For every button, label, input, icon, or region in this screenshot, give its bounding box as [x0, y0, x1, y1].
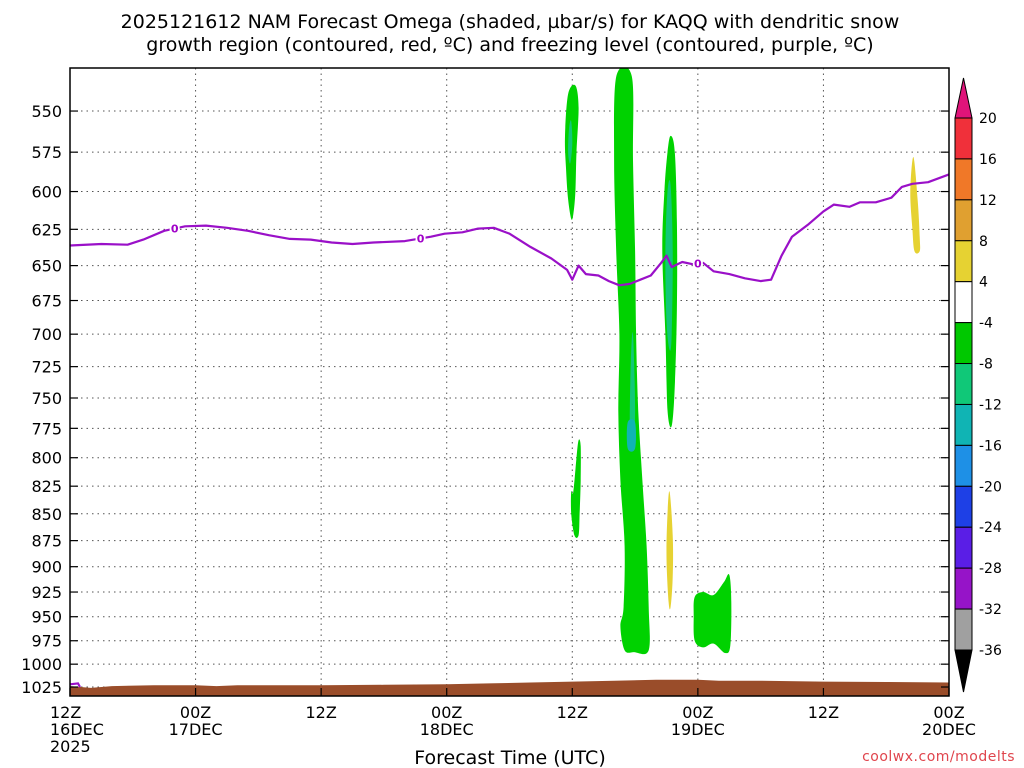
- colorbar-label-13: -32: [979, 602, 1002, 618]
- colorbar-box-8: [954, 403, 973, 446]
- colorbar-label-5: 4: [979, 275, 988, 291]
- x-tick-label-84-line2: 20DEC: [922, 720, 976, 739]
- omega-region-9: [693, 574, 732, 654]
- colorbar-box-4: [954, 240, 973, 283]
- x-tick-label-60-line2: 19DEC: [671, 720, 725, 739]
- colorbar-label-9: -16: [979, 438, 1002, 454]
- colorbar-label-1: 20: [979, 111, 997, 127]
- colorbar-box-2: [954, 158, 973, 201]
- y-tick-label-625: 625: [31, 220, 62, 239]
- y-tick-label-750: 750: [31, 389, 62, 408]
- y-tick-label-800: 800: [31, 449, 62, 468]
- y-tick-label-900: 900: [31, 558, 62, 577]
- freezing-level-label-bg-2: [415, 231, 426, 246]
- y-tick-label-600: 600: [31, 183, 62, 202]
- x-tick-label-60-line1: 00Z: [682, 703, 713, 722]
- freezing-level-label-2: 0: [417, 232, 425, 245]
- chart-title-line1: 2025121612 NAM Forecast Omega (shaded, µ…: [121, 11, 900, 33]
- omega-shading: [564, 68, 921, 655]
- y-tick-label-675: 675: [31, 292, 62, 311]
- colorbar-top-arrow: [954, 77, 973, 119]
- freezing-level-label-bg-3: [692, 256, 703, 271]
- y-tick-label-950: 950: [31, 608, 62, 627]
- y-tick-label-1025: 1025: [21, 678, 62, 697]
- freezing-level-label-1: 0: [171, 223, 179, 236]
- colorbar-label-12: -28: [979, 561, 1002, 577]
- colorbar-box-7: [954, 363, 973, 405]
- omega-region-7: [665, 180, 673, 351]
- colorbar-label-3: 12: [979, 193, 997, 209]
- y-tick-label-575: 575: [31, 143, 62, 162]
- x-tick-label-0-line2: 16DEC: [50, 720, 104, 739]
- x-tick-label-48-line1: 12Z: [557, 703, 588, 722]
- terrain-fill: [70, 679, 949, 696]
- colorbar-box-9: [954, 444, 973, 487]
- y-axis-ticks: 550 575 600 625 650 675 700 725 750 775 800 825 850 8…: [21, 102, 949, 697]
- y-tick-label-850: 850: [31, 505, 62, 524]
- terrain-surface: [70, 679, 949, 696]
- x-tick-label-12-line1: 00Z: [180, 703, 211, 722]
- chart-title-line2: growth region (contoured, red, ºC) and f…: [146, 34, 873, 56]
- y-tick-label-1000: 1000: [21, 655, 62, 674]
- colorbar-box-1: [954, 117, 973, 160]
- y-tick-label-925: 925: [31, 583, 62, 602]
- x-tick-label-0-line1: 12Z: [50, 703, 81, 722]
- freezing-level-contour: 0 0 0: [70, 173, 949, 688]
- omega-region-5: [626, 419, 636, 452]
- y-tick-label-700: 700: [31, 325, 62, 344]
- x-axis-label: Forecast Time (UTC): [414, 747, 605, 768]
- colorbar-box-11: [954, 526, 973, 569]
- y-tick-label-975: 975: [31, 632, 62, 651]
- colorbar-bottom-arrow: [954, 649, 973, 693]
- colorbar-box-3: [954, 199, 973, 242]
- colorbar-box-5: [954, 281, 973, 324]
- omega-region-4: [629, 332, 636, 447]
- freezing-level-line: [70, 173, 949, 287]
- freezing-level-label-bg-1: [169, 221, 180, 236]
- colorbar-label-14: -36: [979, 643, 1002, 659]
- x-tick-label-72-line1: 12Z: [808, 703, 839, 722]
- colorbar-box-6: [954, 322, 973, 365]
- x-tick-label-0-line3: 2025: [50, 737, 91, 756]
- omega-region-2: [568, 120, 573, 164]
- y-tick-label-875: 875: [31, 532, 62, 551]
- y-tick-label-775: 775: [31, 419, 62, 438]
- colorbar-label-2: 16: [979, 152, 997, 168]
- colorbar-label-10: -20: [979, 479, 1002, 495]
- colorbar-box-12: [954, 567, 973, 610]
- freezing-level-surface-hook: [70, 682, 81, 688]
- colorbar: 20 16 12 8 4 -4 -8 -12 -16 -20 -24 -28 -32 -36: [954, 77, 1002, 693]
- freezing-level-label-3: 0: [694, 257, 702, 270]
- x-tick-label-36-line2: 18DEC: [420, 720, 474, 739]
- x-tick-label-36-line1: 00Z: [431, 703, 462, 722]
- omega-region-11: [910, 156, 921, 254]
- omega-region-10: [666, 491, 674, 610]
- y-tick-label-550: 550: [31, 102, 62, 121]
- colorbar-label-11: -24: [979, 520, 1002, 536]
- colorbar-label-6: -4: [979, 316, 993, 332]
- y-tick-label-650: 650: [31, 257, 62, 276]
- plot-area: [70, 68, 949, 696]
- y-tick-label-725: 725: [31, 358, 62, 377]
- y-tick-label-825: 825: [31, 477, 62, 496]
- colorbar-box-10: [954, 485, 973, 528]
- omega-region-8: [570, 439, 581, 538]
- colorbar-label-8: -12: [979, 397, 1002, 413]
- credit-text: coolwx.com/modelts: [862, 749, 1015, 765]
- colorbar-label-7: -8: [979, 357, 993, 373]
- colorbar-label-4: 8: [979, 234, 988, 250]
- plot-frame: [69, 67, 950, 697]
- x-tick-label-24-line1: 12Z: [305, 703, 336, 722]
- colorbar-box-13: [954, 608, 973, 651]
- x-tick-label-12-line2: 17DEC: [169, 720, 223, 739]
- x-tick-label-84-line1: 00Z: [933, 703, 964, 722]
